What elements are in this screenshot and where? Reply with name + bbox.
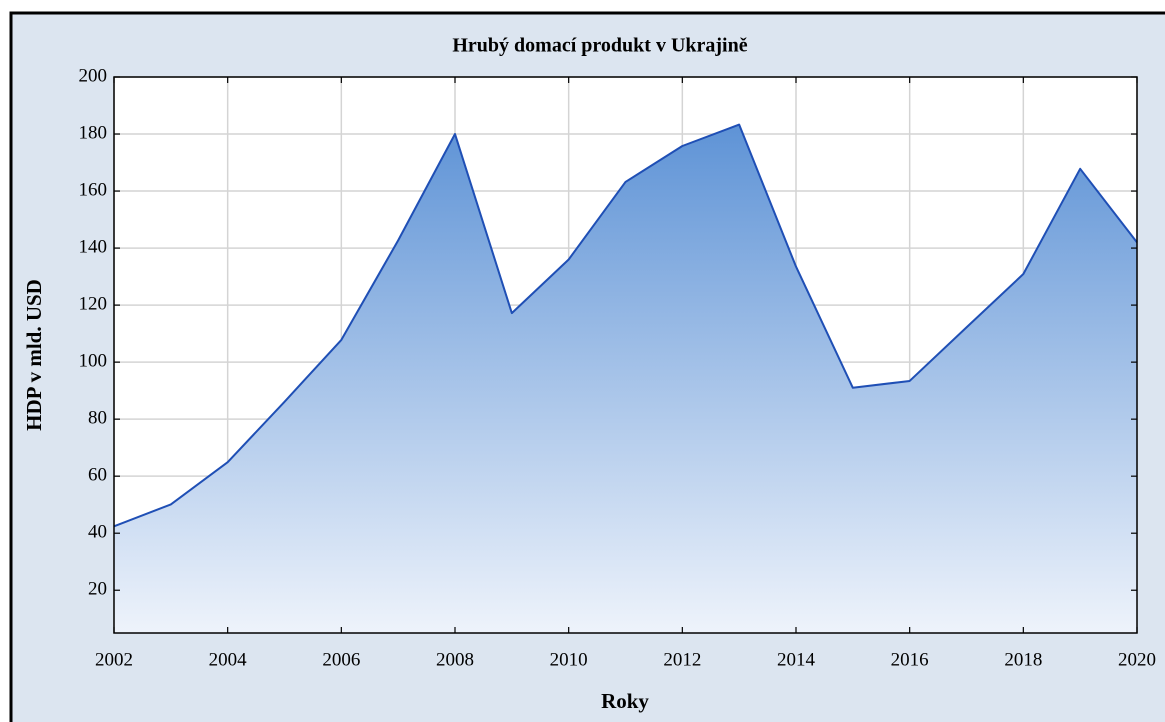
y-tick-label: 20 [88, 579, 107, 600]
x-tick-label: 2018 [1004, 649, 1042, 670]
y-tick-label: 120 [79, 293, 108, 314]
y-tick-label: 80 [88, 408, 107, 429]
plot-border [113, 76, 1138, 634]
area-fill [114, 124, 1137, 634]
x-tick-label: 2004 [209, 649, 248, 670]
x-tick-label: 2016 [891, 649, 929, 670]
y-tick-label: 140 [79, 236, 108, 257]
x-tick-label: 2006 [322, 649, 360, 670]
x-tick-label: 2008 [436, 649, 474, 670]
y-tick-label: 100 [79, 350, 108, 371]
chart-title: Hrubý domací produkt v Ukrajině [452, 35, 747, 57]
x-tick-label: 2010 [550, 649, 588, 670]
x-axis-label: Roky [601, 689, 649, 713]
x-tick-label: 2020 [1118, 649, 1156, 670]
x-tick-label: 2002 [95, 649, 133, 670]
y-tick-label: 160 [79, 179, 108, 200]
x-tick-label: 2014 [777, 649, 816, 670]
y-tick-label: 180 [79, 122, 108, 143]
y-tick-label: 60 [88, 465, 107, 486]
y-axis-label: HDP v mld. USD [22, 279, 46, 431]
y-tick-label: 40 [88, 522, 107, 543]
y-tick-label: 200 [79, 65, 108, 86]
x-tick-label: 2012 [663, 649, 701, 670]
area-line [113, 123, 1138, 528]
